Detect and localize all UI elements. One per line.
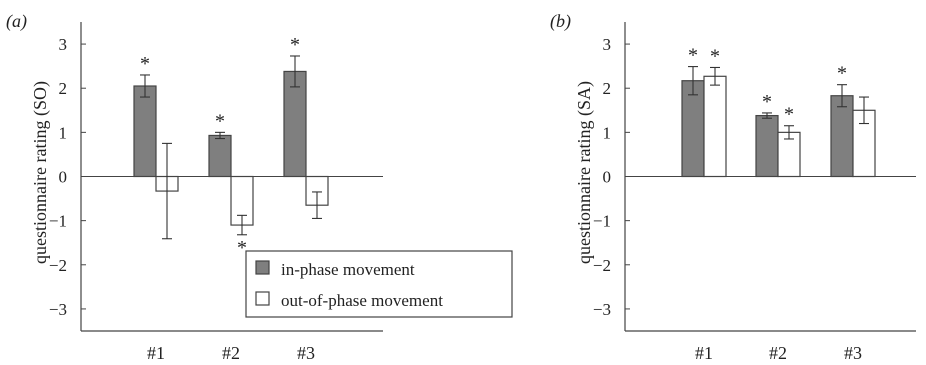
x-tick-label: #2	[222, 343, 240, 363]
legend-label-out-of-phase: out-of-phase movement	[281, 291, 443, 310]
x-tick-label: #1	[695, 343, 713, 363]
significance-star: *	[710, 45, 720, 67]
y-tick-label: 3	[603, 35, 612, 54]
y-tick-label: −2	[593, 256, 611, 275]
y-tick-label: 3	[59, 35, 68, 54]
legend-box	[245, 250, 513, 318]
y-tick-label: −1	[593, 212, 611, 231]
y-axis-label: questionnaire rating (SA)	[574, 81, 595, 264]
significance-star: *	[215, 110, 225, 132]
significance-star: *	[762, 91, 772, 113]
panel-label: (a)	[6, 11, 27, 32]
y-tick-label: −3	[593, 300, 611, 319]
bar-in-phase	[830, 95, 854, 178]
legend-label-in-phase: in-phase movement	[281, 260, 415, 279]
y-tick-label: −3	[49, 300, 67, 319]
y-tick-label: 0	[59, 168, 68, 187]
legend-swatch-out-of-phase	[255, 291, 270, 306]
panel-label: (b)	[550, 11, 571, 32]
x-tick-label: #3	[297, 343, 315, 363]
significance-star: *	[837, 63, 847, 85]
y-tick-label: −1	[49, 212, 67, 231]
significance-star: *	[237, 237, 247, 259]
significance-star: *	[688, 45, 698, 67]
y-tick-label: 1	[59, 123, 68, 142]
bar-in-phase	[208, 134, 232, 178]
y-tick-label: 2	[59, 79, 68, 98]
significance-star: *	[784, 104, 794, 126]
x-tick-label: #2	[769, 343, 787, 363]
x-tick-label: #1	[147, 343, 165, 363]
legend-swatch-in-phase	[255, 260, 270, 275]
bar-in-phase	[755, 114, 779, 178]
y-tick-label: 2	[603, 79, 612, 98]
significance-star: *	[140, 53, 150, 75]
y-axis-label: questionnaire rating (SO)	[30, 81, 51, 264]
y-tick-label: 0	[603, 168, 612, 187]
x-tick-label: #3	[844, 343, 862, 363]
y-tick-label: 1	[603, 123, 612, 142]
y-tick-label: −2	[49, 256, 67, 275]
bar-in-phase	[133, 85, 157, 178]
significance-star: *	[290, 34, 300, 56]
bar-out-of-phase	[703, 75, 727, 178]
